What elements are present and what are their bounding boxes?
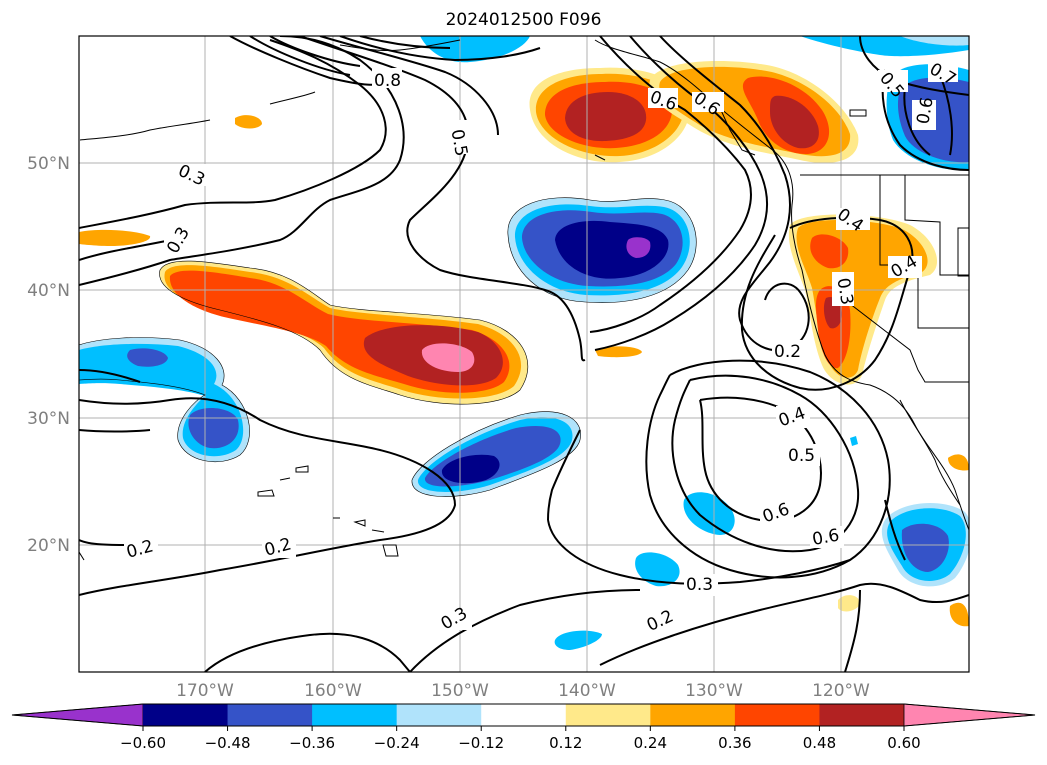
shading-outlines [79,197,697,497]
lat-label-40n: 40°N [27,281,70,301]
anomaly-small-positive-2 [595,346,642,358]
contour-label: 0.3 [832,276,856,306]
colorbar-tick-label: −0.48 [205,734,251,752]
colorbar-tick-label: −0.60 [120,734,166,752]
contour-label: 0.5 [788,446,815,466]
colorbar-segment [650,704,736,726]
contour-label: 0.8 [374,71,401,91]
contour-label: 0.6 [913,96,937,126]
lat-label-30n: 30°N [27,409,70,429]
colorbar-extend-low [11,703,144,727]
lon-label-120w: 120°W [812,681,870,701]
anomaly-subtropical-negative [411,411,581,497]
anomaly-small-negative-2 [635,552,680,587]
colorbar-tick-label: 0.24 [634,734,667,752]
latitude-labels: 50°N 40°N 30°N 20°N [27,154,70,556]
contour-label: 0.2 [774,342,801,362]
anomaly-small-positive-4 [948,454,969,471]
colorbar-tick-label: 0.36 [718,734,751,752]
colorbar-tick-label: −0.24 [374,734,420,752]
map-frame [78,35,970,673]
anomaly-bc-coast-positive [649,61,859,163]
colorbar-extend-high [903,703,1036,727]
colorbar-tick-label: 0.60 [887,734,920,752]
anomaly-west-edge-positive [79,229,151,246]
anomaly-small-negative-1 [683,492,735,535]
lon-label-160w: 160°W [304,681,362,701]
colorbar-segment [396,704,482,726]
lon-label-130w: 130°W [685,681,743,701]
contour-label: 0.3 [686,575,713,595]
colorbar-tick-label: −0.12 [458,734,504,752]
lat-label-20n: 20°N [27,536,70,556]
anomaly-central-pacific-positive [159,261,528,405]
lon-label-170w: 170°W [176,681,234,701]
lon-label-140w: 140°W [558,681,616,701]
lon-label-150w: 150°W [431,681,489,701]
colorbar-segment [227,704,313,726]
shaded-anomalies [79,36,969,650]
colorbar-tick-label: 0.48 [803,734,836,752]
colorbar-segment [143,704,229,726]
lat-label-50n: 50°N [27,154,70,174]
anomaly-small-positive-1 [235,115,262,129]
map-title: 2024012500 F096 [445,10,602,30]
colorbar-segment [565,704,651,726]
colorbar-tick-label: 0.12 [549,734,582,752]
colorbar: −0.60 −0.48 −0.36 −0.24 −0.12 0.12 0.24 0.36 0.4… [11,703,1036,752]
anomaly-small-positive-5 [949,602,969,627]
anomaly-small-negative-3 [554,630,602,650]
colorbar-segment [481,704,567,726]
anomaly-small-positive-3 [838,595,860,612]
colorbar-segment [312,704,398,726]
contour-label-group: 0.8 0.5 0.6 0.6 0.7 0.5 0.6 0.3 0.3 0.4 [124,59,959,636]
contour-label: 0.5 [447,128,471,158]
colorbar-segment [819,704,905,726]
longitude-labels: 170°W 160°W 150°W 140°W 130°W 120°W [176,681,870,701]
anomaly-small-negative-4 [850,436,858,446]
colorbar-segment [734,704,820,726]
colorbar-tick-label: −0.36 [289,734,335,752]
contour-label: 0.6 [811,526,841,550]
anomaly-northeast-pacific-negative [507,197,697,303]
